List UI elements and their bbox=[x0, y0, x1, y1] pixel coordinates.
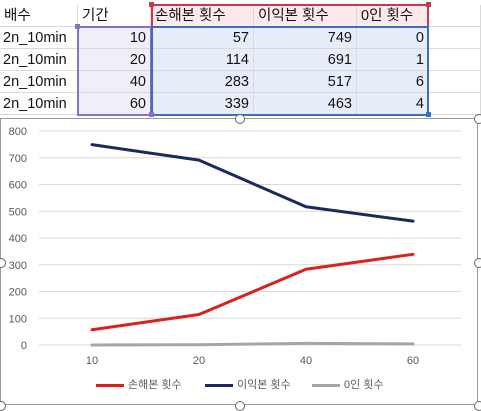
x-tick-label: 60 bbox=[407, 355, 419, 367]
line-chart[interactable]: 0 100 200 300 400 500 600 700 800 10 20 40 60 bbox=[0, 118, 478, 405]
cell-period[interactable]: 20 bbox=[78, 49, 151, 71]
range-resize-handle[interactable] bbox=[426, 112, 431, 117]
cell-period[interactable]: 60 bbox=[78, 93, 151, 115]
legend-swatch bbox=[312, 384, 340, 387]
cell-zero-count[interactable]: 0 bbox=[357, 27, 429, 49]
cell-loss-count[interactable]: 283 bbox=[151, 71, 254, 93]
cell-period[interactable]: 10 bbox=[78, 27, 151, 49]
cell-loss-count[interactable]: 114 bbox=[151, 49, 254, 71]
cell-zero-count[interactable]: 6 bbox=[357, 71, 429, 93]
cell-zero-count[interactable]: 4 bbox=[357, 93, 429, 115]
x-tick-label: 20 bbox=[193, 355, 205, 367]
y-tick-label: 700 bbox=[9, 153, 27, 165]
chart-plot-svg: 0 100 200 300 400 500 600 700 800 10 20 40 60 bbox=[9, 126, 461, 367]
cell-loss-count[interactable]: 57 bbox=[151, 27, 254, 49]
chart-resize-handle-right[interactable] bbox=[474, 258, 481, 268]
chart-resize-handle-top[interactable] bbox=[235, 114, 245, 124]
y-tick-label: 100 bbox=[9, 313, 27, 325]
y-tick-label: 300 bbox=[9, 260, 27, 272]
chart-resize-handle-bottom-right[interactable] bbox=[474, 401, 481, 411]
empty-cell[interactable] bbox=[429, 71, 481, 93]
legend-label: 0인 횟수 bbox=[344, 379, 384, 391]
range-resize-handle[interactable] bbox=[149, 112, 154, 117]
empty-cell[interactable] bbox=[429, 5, 481, 27]
chart-resize-handle-bottom[interactable] bbox=[235, 401, 245, 411]
series-line-zero[interactable] bbox=[90, 341, 415, 347]
y-tick-label: 200 bbox=[9, 287, 27, 299]
x-tick-label: 40 bbox=[300, 355, 312, 367]
legend-swatch bbox=[205, 384, 233, 387]
cell-profit-count[interactable]: 691 bbox=[254, 49, 357, 71]
legend-label: 이익본 횟수 bbox=[237, 379, 291, 391]
header-zero-count[interactable]: 0인 횟수 bbox=[357, 5, 429, 27]
legend-swatch bbox=[96, 384, 124, 387]
header-loss-count[interactable]: 손해본 횟수 bbox=[151, 5, 254, 27]
empty-cell[interactable] bbox=[429, 49, 481, 71]
y-tick-label: 800 bbox=[9, 126, 27, 138]
cell-profit-count[interactable]: 517 bbox=[254, 71, 357, 93]
cell-profit-count[interactable]: 749 bbox=[254, 27, 357, 49]
cell-multiplier[interactable]: 2n_10min bbox=[0, 93, 78, 115]
cell-multiplier[interactable]: 2n_10min bbox=[0, 49, 78, 71]
empty-cell[interactable] bbox=[429, 93, 481, 115]
y-tick-label: 600 bbox=[9, 180, 27, 192]
cell-period[interactable]: 40 bbox=[78, 71, 151, 93]
spreadsheet-grid: 배수 기간 손해본 횟수 이익본 횟수 0인 횟수 2n_10min 10 57… bbox=[0, 0, 481, 117]
range-resize-handle[interactable] bbox=[149, 2, 154, 7]
header-period[interactable]: 기간 bbox=[78, 5, 151, 27]
cell-multiplier[interactable]: 2n_10min bbox=[0, 27, 78, 49]
x-tick-label: 10 bbox=[86, 355, 98, 367]
chart-resize-handle-top-right[interactable] bbox=[474, 114, 481, 124]
range-resize-handle[interactable] bbox=[75, 24, 80, 29]
series-line-loss[interactable] bbox=[90, 252, 415, 332]
cell-loss-count[interactable]: 339 bbox=[151, 93, 254, 115]
header-multiplier[interactable]: 배수 bbox=[0, 5, 78, 27]
cell-multiplier[interactable]: 2n_10min bbox=[0, 71, 78, 93]
y-tick-label: 400 bbox=[9, 233, 27, 245]
empty-cell[interactable] bbox=[429, 27, 481, 49]
chart-resize-handle-left[interactable] bbox=[0, 258, 6, 268]
header-profit-count[interactable]: 이익본 횟수 bbox=[254, 5, 357, 27]
range-resize-handle[interactable] bbox=[426, 2, 431, 7]
cell-profit-count[interactable]: 463 bbox=[254, 93, 357, 115]
series-line-profit[interactable] bbox=[90, 143, 415, 223]
y-tick-label: 500 bbox=[9, 206, 27, 218]
cell-zero-count[interactable]: 1 bbox=[357, 49, 429, 71]
y-tick-label: 0 bbox=[21, 340, 27, 352]
chart-resize-handle-bottom-left[interactable] bbox=[0, 401, 6, 411]
legend-label: 손해본 횟수 bbox=[128, 379, 182, 391]
